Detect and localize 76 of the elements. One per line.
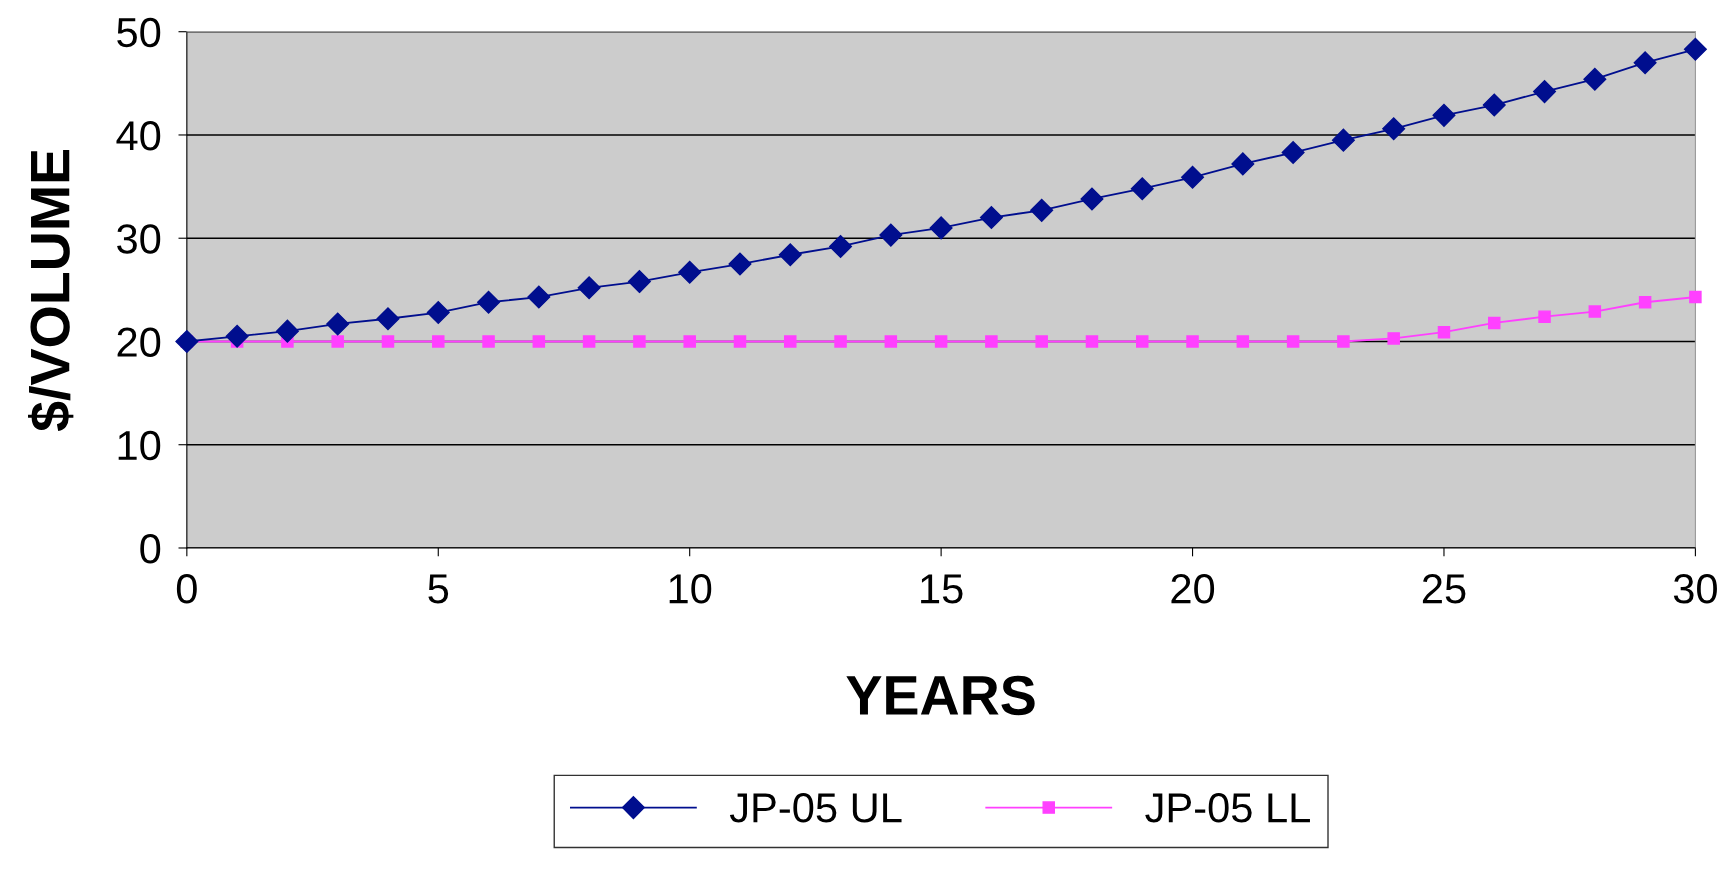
point [482, 335, 495, 348]
x-tick-label: 10 [669, 574, 712, 604]
point [331, 335, 344, 348]
point [225, 324, 249, 348]
point [778, 243, 802, 267]
point [432, 335, 445, 348]
legend-label: JP-05 UL [729, 793, 902, 823]
point [979, 206, 1003, 230]
point [728, 252, 752, 276]
point [1281, 141, 1305, 165]
point [1387, 332, 1400, 345]
point [784, 335, 797, 348]
point [1080, 187, 1104, 211]
point [376, 307, 400, 331]
point [1236, 335, 1250, 348]
point [1136, 335, 1149, 348]
x-tick-label: 0 [176, 574, 197, 604]
point [985, 335, 998, 348]
point [1130, 177, 1154, 201]
point [1231, 152, 1255, 176]
point [1337, 335, 1350, 348]
y-tick-label: 50 [117, 17, 161, 48]
point [1382, 117, 1406, 141]
point [381, 335, 395, 348]
point [577, 276, 601, 300]
point [627, 270, 651, 294]
point [1689, 290, 1702, 304]
point [1437, 325, 1451, 339]
point [1186, 335, 1199, 348]
point [829, 234, 853, 258]
point [1030, 198, 1054, 222]
point [683, 335, 696, 348]
y-tick-label: 40 [116, 120, 161, 151]
point [879, 223, 903, 247]
legend-label: JP-05 LL [1145, 793, 1310, 823]
y-axis-title: $/VOLUME [28, 150, 74, 432]
x-tick-label: 25 [1422, 574, 1466, 604]
y-tick-label: 30 [117, 224, 161, 254]
point [1588, 305, 1602, 318]
x-axis-title: YEARS [846, 675, 1035, 716]
point [1633, 51, 1657, 75]
point [934, 335, 948, 348]
point [1482, 93, 1506, 117]
point [326, 312, 350, 336]
point [1683, 37, 1707, 61]
point [527, 285, 551, 309]
x-tick-label: 20 [1171, 574, 1215, 604]
y-tick-label: 0 [140, 533, 161, 564]
point [275, 319, 299, 343]
y-tick-label: 20 [117, 327, 161, 357]
point [175, 329, 199, 353]
point [1085, 335, 1099, 348]
x-tick-label: 30 [1673, 574, 1717, 604]
point [678, 260, 702, 284]
point [582, 335, 596, 348]
point [1488, 316, 1501, 330]
x-tick-label: 5 [428, 574, 449, 604]
point [1533, 80, 1557, 104]
point [1583, 67, 1607, 91]
point [633, 335, 646, 348]
point [884, 335, 898, 348]
point [929, 216, 953, 240]
point [532, 335, 546, 348]
point [477, 290, 501, 314]
point [1638, 295, 1652, 309]
point [1035, 335, 1048, 348]
point [426, 301, 450, 325]
y-tick-label: 10 [118, 430, 161, 461]
point [1538, 310, 1551, 323]
point [834, 335, 847, 348]
point [1331, 128, 1355, 152]
x-tick-label: 15 [921, 574, 963, 604]
point [1181, 165, 1205, 189]
point [1286, 335, 1300, 348]
point [733, 335, 747, 348]
point [1432, 103, 1456, 127]
